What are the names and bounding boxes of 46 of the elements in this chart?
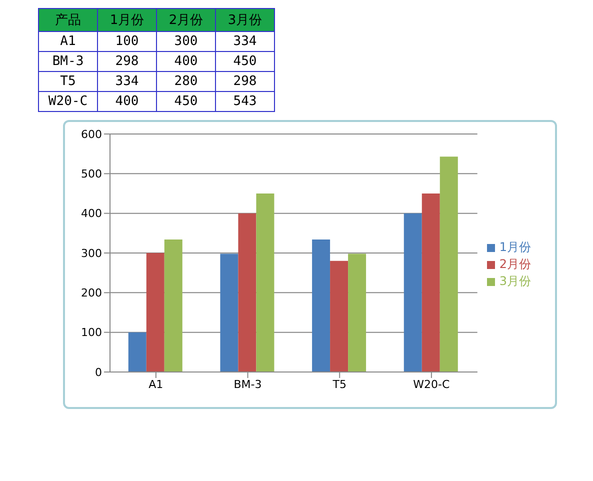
bar [256, 194, 274, 372]
x-tick-label: A1 [148, 378, 164, 391]
bar [422, 194, 440, 372]
y-tick-label: 0 [95, 366, 102, 379]
data-label: 280 [156, 72, 216, 92]
data-label: 300 [156, 32, 216, 52]
y-tick-label: 500 [81, 168, 102, 181]
data-label: 400 [98, 92, 156, 112]
data-label: 450 [216, 52, 274, 72]
y-tick-label: 300 [81, 246, 102, 260]
y-tick-label: 100 [81, 326, 102, 340]
data-label: 334 [98, 72, 156, 92]
data-label: 334 [216, 32, 274, 52]
bar [348, 254, 366, 372]
data-label: 543 [216, 92, 274, 112]
y-tick-label: T5 [38, 72, 98, 92]
y-tick-label: 400 [81, 207, 102, 220]
bar [146, 253, 164, 372]
y-tick-label: 600 [81, 128, 102, 141]
bar [404, 213, 422, 372]
x-tick-label: BM-3 [234, 378, 262, 391]
x-tick-label: 3月份 [216, 8, 274, 32]
data-label: 400 [156, 52, 216, 72]
data-label: 100 [98, 32, 156, 52]
y-tick-label: BM-3 [38, 52, 98, 72]
legend-label: 1月份 [499, 240, 531, 254]
bar [220, 254, 238, 372]
text: 产品 [38, 8, 98, 32]
y-tick-label: 200 [81, 286, 102, 300]
y-tick-label: W20-C [38, 92, 98, 112]
bar [330, 260, 348, 372]
legend-label: 3月份 [499, 274, 531, 288]
x-tick-label: 2月份 [156, 8, 216, 32]
data-label: 298 [98, 52, 156, 72]
bar [440, 156, 458, 372]
bar [312, 240, 330, 372]
y-tick-label: A1 [38, 32, 98, 52]
data-label: 298 [216, 72, 274, 92]
bar [128, 332, 146, 372]
x-tick-label: T5 [332, 378, 346, 391]
bar [238, 213, 256, 372]
x-tick-label: W20-C [413, 378, 450, 391]
legend-label: 2月份 [499, 257, 531, 271]
x-tick-label: 1月份 [98, 8, 156, 32]
bar [164, 240, 182, 372]
data-label: 450 [156, 92, 216, 112]
